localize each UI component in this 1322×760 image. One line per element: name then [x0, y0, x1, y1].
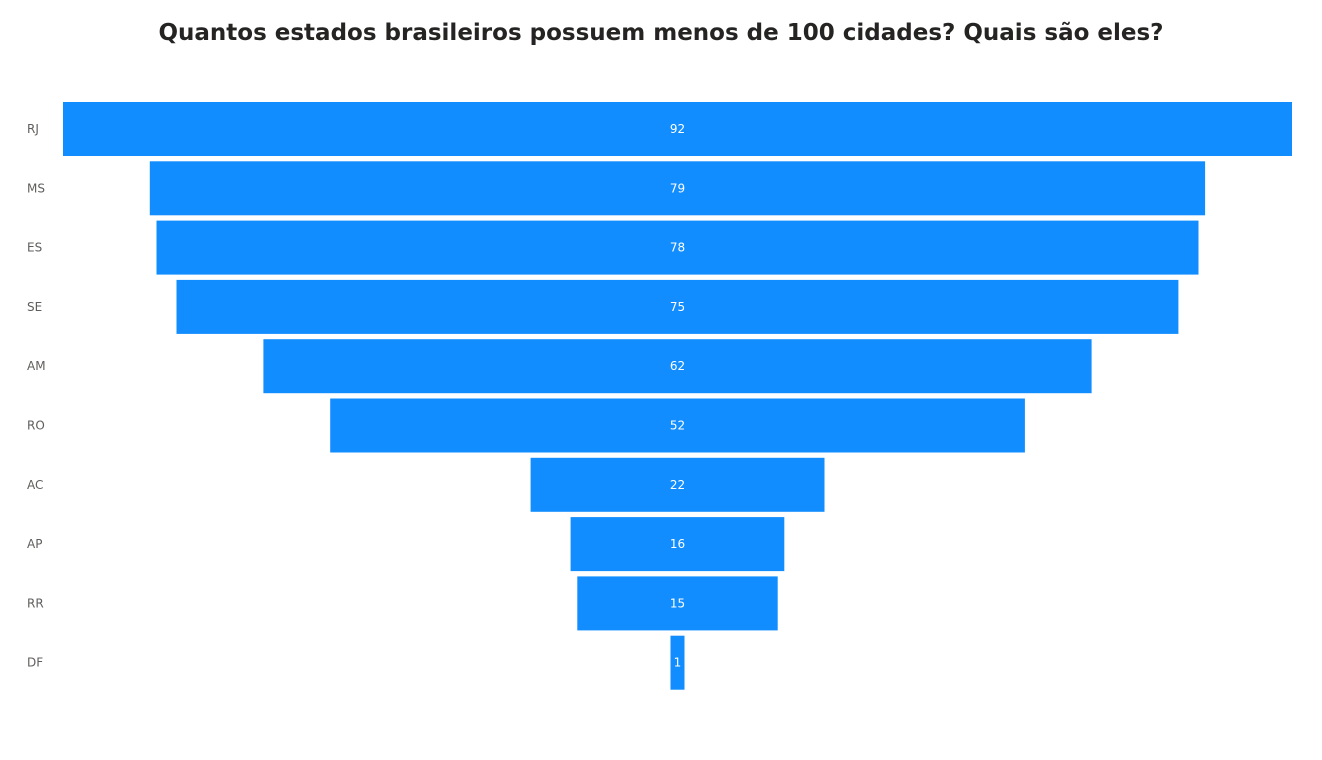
category-labels: RJ MS ES SE AM RO AC AP RR DF [27, 122, 46, 670]
funnel-bar-ro[interactable] [330, 398, 1025, 453]
value-label-am: 62 [670, 359, 685, 373]
funnel-bars [63, 102, 1292, 690]
funnel-bar-am[interactable] [263, 339, 1092, 394]
funnel-bar-se[interactable] [176, 279, 1179, 334]
value-labels: 92 79 78 75 62 52 22 16 15 1 [670, 122, 685, 670]
category-label-es: ES [27, 241, 42, 255]
value-label-se: 75 [670, 300, 685, 314]
value-label-ro: 52 [670, 419, 685, 433]
category-label-rr: RR [27, 596, 44, 610]
funnel-bar-ap[interactable] [570, 517, 785, 572]
category-label-am: AM [27, 359, 46, 373]
funnel-bar-rj[interactable] [63, 102, 1292, 156]
funnel-bar-ac[interactable] [530, 457, 825, 512]
category-label-ms: MS [27, 181, 45, 195]
value-label-es: 78 [670, 241, 685, 255]
value-label-rj: 92 [670, 122, 685, 136]
category-label-df: DF [27, 656, 43, 670]
funnel-bar-es[interactable] [156, 220, 1199, 275]
value-label-ac: 22 [670, 478, 685, 492]
funnel-bar-rr[interactable] [577, 576, 778, 631]
value-label-ms: 79 [670, 181, 685, 195]
category-label-ac: AC [27, 478, 43, 492]
category-label-rj: RJ [27, 122, 39, 136]
funnel-bar-df[interactable] [670, 635, 685, 690]
value-label-ap: 16 [670, 537, 685, 551]
value-label-df: 1 [674, 656, 682, 670]
chart-title: Quantos estados brasileiros possuem meno… [158, 20, 1164, 46]
category-label-se: SE [27, 300, 42, 314]
funnel-bar-ms[interactable] [149, 161, 1206, 216]
category-label-ap: AP [27, 537, 42, 551]
category-label-ro: RO [27, 419, 45, 433]
value-label-rr: 15 [670, 596, 685, 610]
